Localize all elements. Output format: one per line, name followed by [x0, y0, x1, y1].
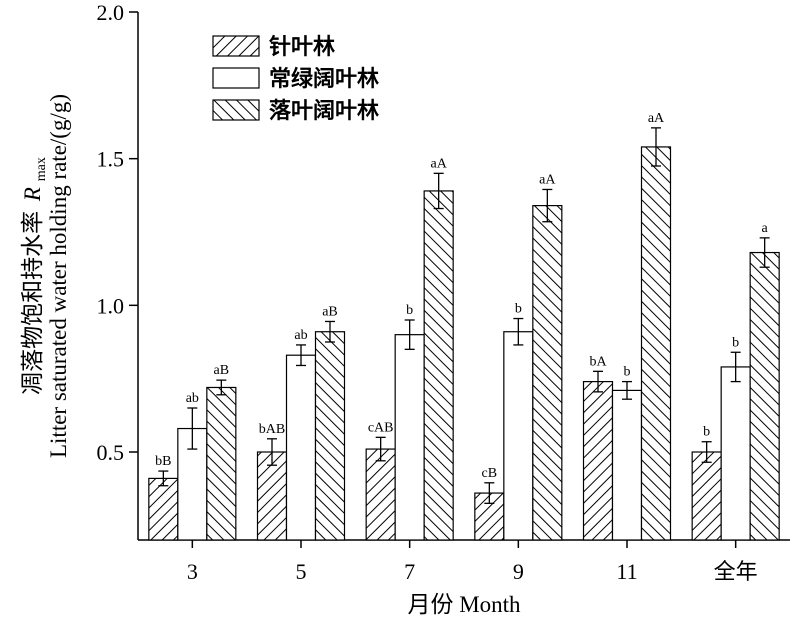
- significance-label: ab: [186, 391, 199, 406]
- significance-label: bAB: [259, 422, 285, 437]
- error-bar: [701, 441, 712, 463]
- y-tick-label: 2.0: [97, 0, 125, 25]
- y-tick-label: 1.0: [97, 293, 125, 318]
- error-bar: [513, 317, 524, 346]
- error-bar: [375, 436, 386, 462]
- legend-swatch-conifer: [212, 35, 260, 57]
- y-axis-title: 凋落物饱和持水率 R max: [20, 157, 49, 395]
- bar-2-全年: [720, 366, 751, 541]
- significance-label: cB: [482, 466, 498, 481]
- error-bar: [267, 438, 277, 466]
- error-bar: [325, 320, 335, 343]
- error-bar: [404, 319, 415, 350]
- x-ticks: 3 5 7 9 11 全年: [187, 540, 758, 584]
- significance-label: aB: [322, 304, 338, 319]
- error-bar: [433, 172, 444, 210]
- error-bar: [296, 344, 306, 367]
- bar-1-7: [365, 448, 396, 541]
- legend-label-deciduous: 落叶阔叶林: [269, 99, 379, 124]
- bar-1-11: [582, 381, 614, 541]
- bar-2-7: [394, 334, 425, 541]
- y-axis-title-var: R: [20, 187, 45, 202]
- y-ticks: 0.5 1.0 1.5 2.0: [97, 0, 138, 465]
- bar-2-9: [503, 331, 534, 541]
- significance-label: aA: [431, 156, 448, 171]
- y-axis-title-cn: 凋落物饱和持水率: [20, 211, 45, 395]
- bar-3-11: [640, 146, 672, 541]
- significance-label: b: [406, 303, 413, 318]
- bar-1-3: [148, 477, 179, 541]
- significance-label: aB: [214, 363, 230, 378]
- y-tick-label: 1.5: [97, 147, 125, 172]
- bar-3-7: [423, 190, 454, 541]
- significance-label: b: [703, 425, 710, 440]
- bar-1-全年: [691, 451, 722, 541]
- bar-3-3: [206, 386, 237, 541]
- error-bar: [730, 351, 741, 383]
- legend-swatch-evergreen: [212, 67, 260, 89]
- x-axis-title: 月份 Month: [407, 592, 521, 617]
- bar-3-全年: [749, 251, 780, 541]
- x-tick-label: 全年: [714, 559, 758, 584]
- bar-3-9: [532, 205, 563, 541]
- significance-label: b: [515, 302, 522, 317]
- svg-text:凋落物饱和持水率 R max: 凋落物饱和持水率 R max: [20, 157, 49, 395]
- significance-label: a: [762, 221, 769, 236]
- error-bar: [187, 407, 198, 450]
- bar-2-5: [285, 354, 317, 541]
- significance-label: bA: [589, 354, 607, 369]
- x-tick-label: 7: [404, 559, 415, 584]
- legend-swatch-deciduous: [212, 99, 260, 121]
- bar-3-5: [314, 331, 346, 541]
- significance-label: aA: [539, 172, 556, 187]
- legend-label-conifer: 针叶林: [269, 34, 335, 60]
- y-axis-title-sub: max: [34, 157, 49, 181]
- legend: 针叶林 常绿阔叶林 落叶阔叶林: [212, 34, 379, 124]
- significance-label: ab: [294, 328, 307, 343]
- error-bar: [593, 370, 603, 393]
- error-bar: [759, 237, 770, 268]
- x-tick-label: 9: [513, 559, 524, 584]
- error-bar: [216, 379, 227, 396]
- bar-2-11: [611, 389, 643, 541]
- error-bar: [542, 188, 553, 223]
- svg-text:Litter saturated water holding: Litter saturated water holding rate/(g/g…: [46, 94, 71, 458]
- legend-label-evergreen: 常绿阔叶林: [269, 66, 379, 92]
- y-axis-title-en: Litter saturated water holding rate/(g/g…: [46, 94, 71, 458]
- significance-label: b: [624, 365, 631, 380]
- error-bar: [622, 380, 632, 400]
- error-bar: [651, 127, 661, 167]
- x-tick-label: 5: [296, 559, 307, 584]
- significance-label: cAB: [368, 420, 394, 435]
- significance-label: b: [732, 335, 739, 350]
- y-tick-label: 0.5: [97, 440, 125, 465]
- error-bar: [158, 470, 169, 487]
- significance-label: bB: [155, 454, 171, 469]
- error-bar: [484, 482, 495, 504]
- significance-label: aA: [648, 111, 665, 126]
- x-tick-label: 11: [616, 559, 637, 584]
- x-tick-label: 3: [187, 559, 198, 584]
